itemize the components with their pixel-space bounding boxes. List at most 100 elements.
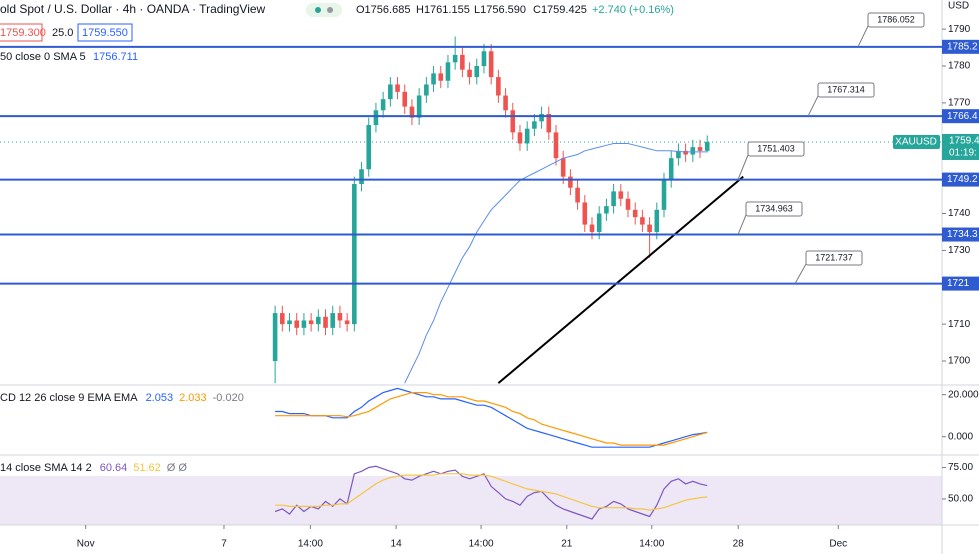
status-pill: [306, 3, 342, 17]
candle-body: [294, 320, 300, 328]
callout-label: 1786.052: [877, 14, 915, 24]
x-tick-label: 14:00: [639, 539, 664, 550]
callout-leader: [794, 263, 807, 284]
x-tick-label: Nov: [77, 539, 95, 550]
candle-body: [431, 73, 436, 85]
currency: USD: [948, 1, 969, 12]
candle-body: [532, 121, 537, 129]
candle-body: [301, 320, 307, 328]
candle-body: [481, 51, 487, 67]
callout-label: 1734.963: [755, 203, 793, 213]
candle-body: [661, 180, 667, 210]
ohlc-open: O1756.685: [356, 4, 410, 16]
candle-body: [330, 313, 336, 328]
level-label: 1721: [947, 278, 970, 289]
candle-body: [546, 113, 552, 133]
status-dot: [315, 7, 321, 13]
candle-body: [632, 209, 638, 218]
pane-title: CD 12 26 close 9 EMA EMA: [0, 392, 138, 404]
x-tick-label: 14:00: [298, 539, 323, 550]
candle-body: [359, 169, 364, 185]
candle-body: [654, 209, 660, 232]
level-box: [942, 276, 979, 291]
y-tick-label: 1710: [948, 319, 971, 330]
sma-value: 1756.711: [93, 51, 138, 63]
status-dot: [327, 7, 333, 13]
price-box: [942, 133, 979, 160]
candle-body: [323, 316, 328, 328]
level-label: 1766.4: [947, 111, 978, 122]
candle-body: [452, 54, 458, 63]
indicator-line: [275, 473, 708, 511]
candle-body: [690, 147, 696, 155]
y-tick-label: 20.000: [948, 389, 979, 400]
ohlc-high: H1761.155: [416, 4, 470, 16]
x-tick-label: 14: [391, 539, 403, 550]
candle-body: [611, 191, 616, 207]
pane: [275, 387, 708, 448]
plot: 1700 1710 1730 1740 1770 1780 1790 Nov 7 14:00 14 1…: [0, 12, 979, 550]
y-tick-label: 1790: [948, 24, 971, 35]
price-label: 1759.4: [949, 136, 979, 147]
candle-body: [272, 313, 278, 362]
candle-body: [445, 62, 451, 81]
y-tick-label: 0.000: [948, 431, 973, 442]
y-tick-label: 1730: [948, 245, 971, 256]
candle-body: [287, 320, 292, 325]
pane: [274, 465, 708, 520]
spread: 25.0: [52, 27, 73, 39]
callout-box: [805, 250, 863, 266]
level-label: 1749.2: [947, 174, 978, 185]
x-tick-label: 28: [733, 539, 745, 550]
bid: 1759.300: [0, 27, 46, 39]
candle-body: [460, 54, 465, 70]
candle-body: [640, 217, 645, 225]
candle-body: [316, 316, 321, 325]
pane-readout: 60.64: [100, 462, 128, 474]
callout-label: 1767.314: [827, 84, 865, 94]
callout-leader: [807, 95, 819, 117]
ohlc-low: L1756.590: [474, 4, 526, 16]
candle-body: [280, 313, 285, 325]
y-tick-label: 1740: [948, 208, 971, 219]
callout-box: [747, 141, 805, 157]
symbol-box: [893, 134, 940, 149]
candle-body: [575, 187, 580, 203]
candle-body: [424, 84, 429, 96]
level-box: [942, 39, 979, 54]
level-box: [942, 227, 979, 242]
candle-body: [352, 184, 357, 325]
callout-label: 1721.737: [815, 252, 853, 262]
pane-readout: 51.62: [133, 462, 161, 474]
candle-body: [416, 95, 422, 118]
candle-body: [510, 110, 516, 133]
level-box: [942, 109, 979, 124]
callout-box: [867, 12, 925, 28]
x-tick-label: 7: [221, 539, 227, 550]
indicator-line: [275, 387, 708, 448]
y-tick-label: 75.00: [948, 462, 973, 473]
x-tick-label: 21: [561, 539, 573, 550]
countdown: 01:19:: [949, 148, 977, 159]
x-tick-label: Dec: [829, 539, 847, 550]
candle-body: [647, 224, 652, 232]
candle-body: [380, 99, 386, 111]
x-tick-label: 14:00: [469, 539, 494, 550]
candle-body: [625, 198, 631, 210]
candle-body: [409, 106, 415, 118]
callout-leader: [737, 214, 747, 235]
candle-body: [618, 191, 624, 199]
candle-body: [568, 176, 573, 188]
candle-body: [697, 147, 703, 151]
candle-body: [373, 110, 379, 126]
callout-leader: [737, 154, 749, 180]
candle-body: [467, 69, 472, 78]
y-tick-label: 1770: [948, 98, 971, 109]
sma-label: 50 close 0 SMA 5: [0, 51, 86, 63]
candle-body: [582, 202, 588, 225]
candle-body: [683, 150, 688, 155]
level-label: 1734.3: [947, 229, 978, 240]
candle-body: [539, 113, 544, 122]
trendline: [497, 175, 744, 384]
candle-body: [395, 84, 400, 92]
